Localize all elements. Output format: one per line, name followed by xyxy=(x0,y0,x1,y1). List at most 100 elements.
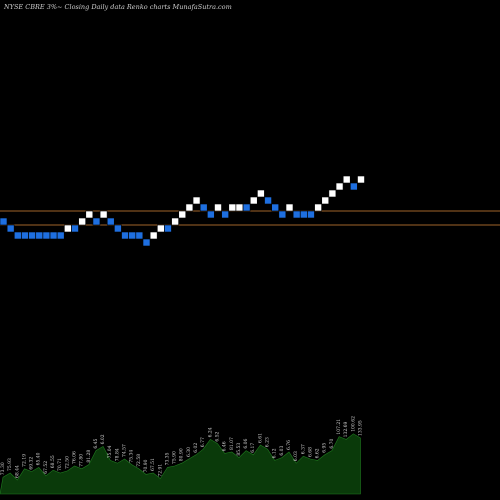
renko-brick-up xyxy=(357,175,365,184)
volume-label: 132.69 xyxy=(343,422,349,438)
volume-label: 75.93 xyxy=(7,458,13,471)
volume-area-path xyxy=(0,433,361,495)
renko-brick-down xyxy=(207,210,215,219)
volume-label: 67.52 xyxy=(43,461,49,474)
volume-label: 6.17 xyxy=(250,443,256,453)
renko-brick-down xyxy=(264,196,272,205)
volume-label: 76.06 xyxy=(72,451,78,464)
renko-brick-up xyxy=(249,196,258,205)
volume-label: 6.02 xyxy=(193,443,199,453)
volume-label: 78.84 xyxy=(114,448,120,461)
volume-label: 6.12 xyxy=(272,448,278,458)
renko-brick-down xyxy=(278,210,287,219)
volume-label: 6.23 xyxy=(265,437,271,447)
level-lines xyxy=(0,210,500,226)
renko-brick-down xyxy=(14,231,22,240)
renko-brick-up xyxy=(214,203,222,212)
renko-brick-down xyxy=(121,231,129,240)
renko-brick-down xyxy=(221,210,229,219)
volume-label: 81.07 xyxy=(229,437,235,450)
volume-label: 6.03 xyxy=(293,451,299,461)
renko-brick-down xyxy=(128,231,136,240)
renko-brick-down xyxy=(114,224,122,233)
volume-label: 133.95 xyxy=(358,420,364,436)
volume-label: 68.44 xyxy=(14,465,20,478)
renko-bricks xyxy=(0,175,365,247)
volume-label: 6.03 xyxy=(279,445,285,455)
renko-brick-down xyxy=(199,203,208,212)
renko-brick-down xyxy=(135,231,144,240)
volume-label: 75.04 xyxy=(107,445,113,458)
volume-label: 6.06 xyxy=(243,438,249,448)
volume-label: 81.28 xyxy=(86,450,92,463)
renko-brick-up xyxy=(235,203,244,212)
renko-brick-down xyxy=(42,231,51,240)
renko-brick-down xyxy=(21,231,29,240)
renko-brick-up xyxy=(335,182,344,191)
volume-label: 67.51 xyxy=(150,458,156,471)
volume-label: 72.58 xyxy=(136,454,142,467)
renko-brick-up xyxy=(192,196,201,205)
renko-brick-up xyxy=(64,224,72,233)
renko-brick-up xyxy=(149,231,158,240)
renko-brick-up xyxy=(99,210,108,219)
volume-label: 6.30 xyxy=(186,447,192,457)
volume-label: 6.62 xyxy=(315,448,321,458)
volume-label: 6.77 xyxy=(200,437,206,447)
renko-brick-down xyxy=(142,238,151,247)
volume-label: 65.40 xyxy=(36,452,42,465)
renko-brick-up xyxy=(321,196,330,205)
volume-label: 70.71 xyxy=(57,458,63,471)
renko-brick-down xyxy=(307,210,315,219)
renko-brick-up xyxy=(78,217,86,226)
renko-brick-up xyxy=(257,189,265,198)
volume-label: 69.32 xyxy=(29,457,35,470)
renko-brick-up xyxy=(328,189,337,198)
volume-label: 80.90 xyxy=(179,448,185,461)
renko-brick-down xyxy=(164,224,172,233)
renko-brick-down xyxy=(28,231,36,240)
renko-brick-up xyxy=(285,203,294,212)
volume-label: 100.62 xyxy=(350,416,356,432)
volume-label: 68.55 xyxy=(50,455,56,468)
renko-brick-down xyxy=(299,210,308,219)
volume-label: 72.91 xyxy=(157,464,163,477)
volume-label: 70.90 xyxy=(143,459,149,472)
renko-brick-up xyxy=(171,217,179,226)
renko-brick-up xyxy=(314,203,322,212)
volume-label: 6.68 xyxy=(307,447,313,457)
volume-label: 107.21 xyxy=(336,419,342,435)
renko-brick-up xyxy=(157,224,165,233)
volume-label: 72.50 xyxy=(64,456,70,469)
renko-brick-down xyxy=(6,224,15,233)
volume-label: 75.90 xyxy=(172,451,178,464)
volume-label: 6.61 xyxy=(257,433,263,443)
renko-brick-down xyxy=(56,231,65,240)
renko-brick-up xyxy=(178,210,187,219)
volume-label: 72.19 xyxy=(21,454,27,467)
volume-area xyxy=(0,433,361,495)
renko-brick-down xyxy=(92,217,101,226)
renko-brick-up xyxy=(185,203,194,212)
volume-label: 6.37 xyxy=(300,444,306,454)
renko-brick-down xyxy=(350,182,358,191)
volume-label: 6.95 xyxy=(322,443,328,453)
volume-label: 6.46 xyxy=(222,441,228,451)
renko-brick-down xyxy=(271,203,280,212)
volume-label: 6.02 xyxy=(100,434,106,444)
volume-label: 85.53 xyxy=(236,443,242,456)
volume-label: 6.76 xyxy=(286,440,292,450)
volume-label: 6.70 xyxy=(329,438,335,448)
renko-brick-down xyxy=(71,224,79,233)
renko-brick-up xyxy=(85,210,94,219)
chart-title: NYSE CBRE 3%~ Closing Daily data Renko c… xyxy=(4,3,232,11)
volume-label: 73.30 xyxy=(0,462,6,475)
renko-brick-down xyxy=(242,203,251,212)
volume-label: 74.57 xyxy=(122,444,128,457)
renko-brick-up xyxy=(228,203,237,212)
volume-label: 73.35 xyxy=(164,452,170,465)
volume-label: 77.80 xyxy=(79,454,85,467)
